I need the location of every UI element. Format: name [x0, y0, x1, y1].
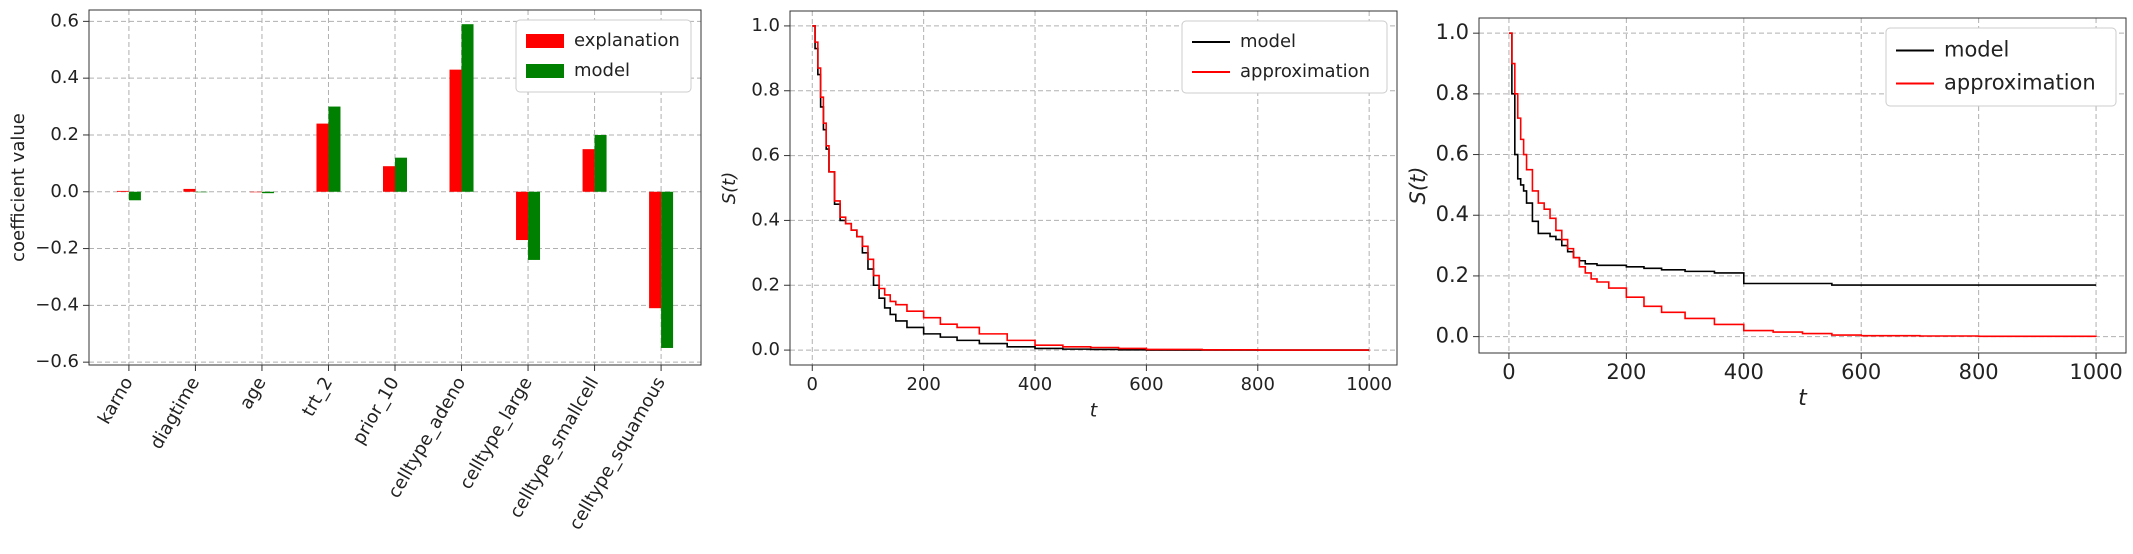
bar — [183, 188, 196, 192]
bar — [116, 190, 129, 192]
line — [1508, 32, 2097, 338]
bar — [594, 134, 607, 192]
legend-label: approximation — [1944, 71, 2096, 95]
legend-label: model — [1240, 31, 1296, 52]
legend-label: model — [1944, 38, 2009, 62]
legend-label: model — [574, 60, 630, 81]
y-tick-label: 0.4 — [751, 209, 780, 230]
plot-frame — [789, 10, 1398, 366]
x-tick-label: prior_10 — [348, 374, 403, 449]
y-tick-label: 0.0 — [1436, 324, 1469, 348]
y-axis-label: S(t) — [1406, 167, 1430, 205]
bar — [649, 191, 662, 309]
legend-box — [1885, 27, 2117, 107]
x-tick-label: 1000 — [2069, 360, 2122, 384]
plot-frame — [1478, 17, 2127, 354]
x-tick-label: 0 — [807, 374, 818, 395]
y-tick-label: −0.6 — [35, 351, 79, 372]
x-tick-label: diagtime — [146, 374, 204, 453]
y-axis-label: S(t) — [719, 172, 740, 205]
y-tick-label: 0.6 — [50, 10, 79, 31]
legend-swatch — [526, 64, 564, 78]
y-tick-label: 0.8 — [1436, 81, 1469, 105]
bar — [195, 191, 208, 193]
bar — [383, 166, 395, 192]
bar — [128, 191, 141, 201]
x-tick-label: 1000 — [1346, 374, 1392, 395]
x-tick-label: 800 — [1241, 374, 1275, 395]
x-axis-label: t — [1798, 386, 1808, 411]
plot-frame — [88, 9, 702, 366]
line — [812, 25, 1370, 351]
line — [812, 25, 1370, 351]
y-tick-label: 0.2 — [751, 274, 780, 295]
x-tick-label: 400 — [1018, 374, 1052, 395]
bar — [516, 191, 529, 241]
bar — [449, 69, 462, 192]
bar — [461, 24, 474, 192]
bar — [249, 191, 262, 193]
legend-label: approximation — [1240, 61, 1370, 82]
y-tick-label: 0.8 — [751, 80, 780, 101]
bar — [661, 191, 674, 348]
x-tick-label: 200 — [1606, 360, 1646, 384]
x-tick-label: 600 — [1129, 374, 1163, 395]
bar — [582, 149, 595, 192]
y-tick-label: 0.6 — [1436, 142, 1469, 166]
y-tick-label: 0.4 — [1436, 202, 1469, 226]
legend-label: explanation — [574, 30, 680, 51]
y-tick-label: 0.2 — [1436, 263, 1469, 287]
bar — [261, 191, 274, 194]
bar — [316, 123, 329, 192]
y-tick-label: −0.2 — [35, 238, 79, 259]
x-tick-label: 800 — [1959, 360, 1999, 384]
y-axis-label: coefficient value — [8, 113, 29, 262]
bar — [328, 106, 341, 192]
x-tick-label: age — [236, 374, 271, 414]
x-tick-label: 200 — [906, 374, 940, 395]
legend-box — [1181, 20, 1388, 94]
y-tick-label: 0.0 — [751, 339, 780, 360]
x-tick-label: celltype_large — [456, 374, 537, 493]
x-tick-label: 400 — [1724, 360, 1764, 384]
y-tick-label: 0.2 — [50, 124, 79, 145]
y-tick-label: 0.4 — [50, 67, 79, 88]
y-tick-label: 1.0 — [751, 15, 780, 36]
y-tick-label: 1.0 — [1436, 20, 1469, 44]
bar — [395, 157, 407, 192]
x-tick-label: karno — [94, 374, 138, 428]
bar — [528, 191, 541, 260]
y-tick-label: 0.6 — [751, 145, 780, 166]
legend-swatch — [526, 34, 564, 48]
y-tick-label: −0.4 — [35, 294, 79, 315]
x-axis-label: t — [1090, 400, 1099, 422]
x-tick-label: trt_2 — [298, 374, 337, 421]
x-tick-label: 0 — [1502, 360, 1515, 384]
y-tick-label: 0.0 — [50, 181, 79, 202]
x-tick-label: 600 — [1841, 360, 1881, 384]
